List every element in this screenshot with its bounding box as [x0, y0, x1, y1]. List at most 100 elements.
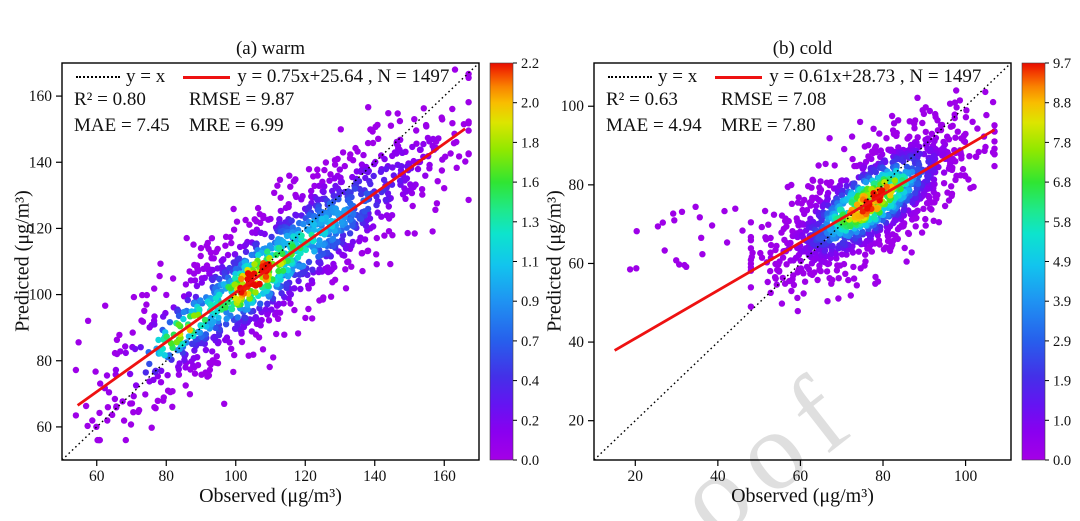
scatter-point [222, 321, 230, 328]
scatter-point [377, 168, 385, 175]
scatter-point [956, 97, 964, 104]
scatter-point [206, 366, 214, 374]
scatter-point [190, 241, 197, 248]
scatter-point [975, 148, 982, 156]
scatter-point [920, 205, 927, 212]
scatter-point [775, 261, 782, 268]
scatter-point [130, 393, 137, 400]
scatter-point [870, 125, 877, 132]
y-tick-label: 100 [29, 287, 53, 304]
scatter-point [291, 285, 298, 292]
scatter-point [268, 245, 275, 252]
scatter-point [222, 242, 229, 249]
scatter-point [945, 197, 953, 204]
scatter-point [203, 242, 210, 249]
colorbar-tick-label: 0.0 [1053, 453, 1071, 469]
scatter-point [344, 258, 351, 266]
scatter-point [126, 370, 134, 378]
scatter-point [784, 183, 791, 191]
scatter-point [251, 261, 258, 268]
scatter-point [314, 166, 321, 173]
scatter-point [903, 258, 910, 265]
scatter-point [781, 280, 789, 287]
colorbar-tick-label: 2.9 [1053, 334, 1071, 350]
scatter-point [429, 228, 436, 235]
scatter-point [940, 151, 947, 158]
scatter-point [991, 138, 998, 145]
y-tick-label: 60 [569, 255, 585, 272]
scatter-point [894, 226, 902, 233]
stat-rmse: RMSE = 7.08 [721, 89, 827, 110]
scatter-point [117, 348, 124, 355]
scatter-point [414, 165, 422, 173]
scatter-point [233, 218, 241, 225]
scatter-point [262, 273, 270, 280]
scatter-point [302, 314, 309, 322]
scatter-point [300, 262, 307, 270]
scatter-point [341, 162, 348, 170]
scatter-points [626, 87, 998, 315]
scatter-point [876, 130, 883, 137]
x-tick-label: 120 [294, 468, 318, 485]
scatter-point [859, 228, 866, 236]
scatter-point [364, 247, 371, 255]
scatter-point [862, 258, 869, 265]
scatter-point [283, 232, 291, 240]
scatter-point [193, 282, 201, 290]
scatter-point [268, 233, 275, 241]
scatter-point [207, 302, 215, 309]
scatter-point [370, 172, 377, 180]
scatter-point [158, 367, 165, 374]
scatter-point [423, 123, 430, 130]
y-tick-label: 20 [569, 413, 585, 430]
scatter-point [186, 391, 194, 398]
scatter-point [194, 328, 202, 336]
scatter-point [919, 119, 926, 127]
scatter-point [207, 315, 214, 322]
scatter-point [833, 267, 841, 274]
scatter-point [96, 436, 104, 444]
scatter-point [194, 267, 202, 275]
y-tick-label: 120 [29, 220, 53, 237]
scatter-point [346, 230, 354, 237]
scatter-point [922, 141, 929, 149]
scatter-point [683, 263, 690, 270]
x-tick-label: 80 [159, 468, 175, 485]
scatter-point [788, 200, 796, 207]
scatter-point [138, 317, 145, 324]
scatter-point [465, 150, 472, 157]
scatter-point [264, 248, 271, 255]
x-axis-label: Observed (μg/m³) [731, 485, 874, 507]
scatter-point [794, 233, 801, 241]
identity-line-label: y = x [658, 66, 698, 87]
scatter-point [889, 237, 897, 245]
scatter-point [926, 107, 933, 115]
scatter-point [321, 183, 328, 190]
scatter-point [339, 232, 347, 239]
scatter-point [947, 160, 954, 168]
scatter-point [856, 118, 864, 126]
scatter-point [879, 164, 886, 171]
scatter-point [248, 251, 255, 259]
plot-border [593, 62, 1012, 461]
scatter-point [190, 332, 197, 340]
scatter-point [130, 293, 138, 301]
scatter-point [891, 177, 899, 184]
scatter-point [300, 220, 307, 228]
scatter-point [879, 217, 886, 224]
scatter-point [316, 266, 323, 273]
scatter-point [963, 107, 970, 114]
scatter-point [246, 221, 253, 228]
scatter-point [953, 87, 960, 94]
scatter-point [692, 203, 699, 210]
scatter-point [265, 317, 273, 324]
scatter-point [903, 163, 911, 171]
scatter-point [122, 349, 129, 357]
scatter-point [394, 110, 401, 117]
scatter-point [182, 382, 189, 389]
x-tick-label: 40 [710, 468, 726, 485]
scatter-point [781, 236, 788, 244]
scatter-point [465, 127, 472, 134]
y-tick-label: 80 [37, 353, 53, 370]
scatter-point [275, 239, 282, 247]
